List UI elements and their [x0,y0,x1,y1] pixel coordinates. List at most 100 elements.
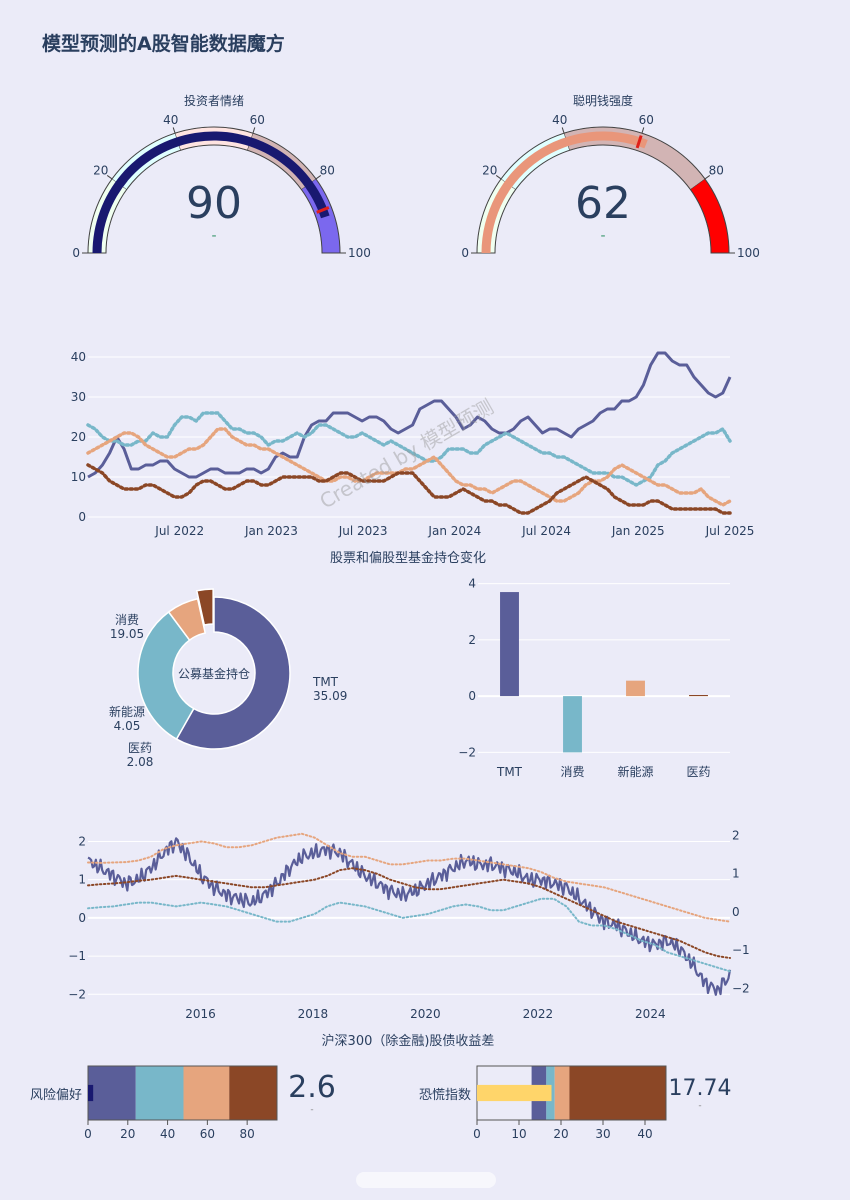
y-tick-label: 0 [78,911,86,925]
bullet1-label: 风险偏好 [30,1088,82,1103]
line1-title: 股票和偏股型基金持仓变化 [330,550,486,566]
bar [626,680,645,697]
bullet-tick-label: 80 [240,1127,255,1141]
y-tick-label: 4 [468,577,476,591]
x-tick-label: 2020 [410,1007,441,1021]
donut-slice-value: 19.05 [110,627,144,641]
gauge-tick-label: 40 [163,113,178,127]
gauge-tick-label: 0 [72,246,80,260]
gauge2-value: 62 [575,178,631,229]
line2-title: 沪深300（除金融)股债收益差 [322,1033,495,1049]
smart-money-gauge: 0 20 40 60 80 100 聪明钱强度 62 - [461,93,760,260]
gauge-tick-label: 80 [709,164,724,178]
bullet-tick-label: 0 [84,1127,92,1141]
donut-slice-label: 新能源 [109,704,145,719]
gauge-tick-mark [641,127,645,134]
series-line [87,351,732,479]
donut-slice [167,597,207,642]
y-tick-label: −2 [458,745,476,759]
y-tick-label: 1 [78,873,86,887]
gauge-tick-label: 100 [348,246,371,260]
gauge-tick-label: 40 [552,113,567,127]
bullet-step-band [554,1066,570,1120]
x-tick-label: 2018 [298,1007,329,1021]
y-tick-label: −1 [68,949,86,963]
gauge-tick-label: 80 [320,164,335,178]
donut-slice [195,588,214,626]
gauge-tick-label: 20 [93,164,108,178]
x-tick-label: Jul 2023 [338,524,388,538]
bar [689,695,708,697]
x-tick-label: Jul 2022 [154,524,204,538]
gauge-outline [87,126,341,254]
x-tick-label: 2016 [185,1007,216,1021]
gauge-tick-mark [106,175,113,180]
y2-tick-label: 2 [732,828,740,842]
equity-bond-spread-line-chart: 2 2 1 1 0 0 −1 −1 −2 −2 2016 2018 2020 2022 2024 [68,828,749,1021]
gauge-tick-mark [495,175,502,180]
x-tick-label: Jul 2025 [705,524,755,538]
holdings-change-bar-chart: 4 2 0 −2 TMT 消费 新能源 医药 [458,577,730,779]
series-line [87,867,731,959]
x-tick-label: 2024 [635,1007,666,1021]
y-tick-label: 2 [78,834,86,848]
gauge1-delta: - [211,228,216,244]
bullet-tick-label: 20 [120,1127,135,1141]
series-line [86,427,732,507]
risk-appetite-bullet: 0 20 40 60 80 风险偏好 2.6 - [30,1065,336,1141]
y-tick-label: 0 [78,510,86,524]
donut-slice-value: 2.08 [127,755,154,769]
series-line [87,897,731,973]
bullet-step-band [88,1066,136,1120]
bullet1-delta: - [310,1105,313,1115]
gauge-tick-label: 60 [250,113,265,127]
bullet2-value: 17.74 [669,1076,732,1101]
x-tick-label: Jan 2024 [427,524,481,538]
y-tick-label: 30 [71,390,86,404]
x-tick-label: 消费 [560,765,584,779]
gauge2-title: 聪明钱强度 [573,93,633,108]
x-tick-label: 医药 [686,765,710,779]
y-tick-label: 0 [468,689,476,703]
gauge-outline [476,126,730,254]
y-tick-label: 40 [71,350,86,364]
investor-sentiment-gauge: 0 20 40 60 80 100 投资者情绪 90 - [72,93,371,260]
donut-center-label: 公募基金持仓 [178,666,250,681]
donut-slice [137,610,195,741]
bullet-tick-label: 0 [473,1127,481,1141]
x-tick-label: TMT [496,765,523,779]
gauge-tick-label: 20 [482,164,497,178]
y2-tick-label: 0 [732,905,740,919]
gauge-value-bar [481,131,648,253]
donut-slice-value: 4.05 [114,719,141,733]
x-tick-label: Jan 2023 [244,524,298,538]
y2-tick-label: 1 [732,867,740,881]
series-line [87,832,731,923]
donut-slice-label: TMT [312,675,339,689]
footer-bar [356,1172,496,1188]
gauge-tick-label: 0 [461,246,469,260]
bullet-step-band [135,1066,184,1120]
gauge-threshold-marker [316,206,330,214]
y-tick-label: 2 [468,633,476,647]
x-tick-label: 2022 [523,1007,554,1021]
bullet2-delta: - [698,1101,701,1111]
bar [500,592,519,697]
y-tick-label: 20 [71,430,86,444]
y-tick-label: −2 [68,987,86,1001]
donut-slice-label: 消费 [115,613,139,627]
y-tick-label: 10 [71,470,86,484]
donut-slice-label: 医药 [128,741,152,755]
x-tick-label: Jul 2024 [521,524,571,538]
series-line [86,463,732,515]
gauge1-value: 90 [186,178,242,229]
series-line [86,411,732,487]
bullet1-value: 2.6 [288,1070,336,1105]
bullet-tick-label: 40 [637,1127,652,1141]
x-tick-label: 新能源 [617,764,653,779]
bullet-tick-label: 40 [160,1127,175,1141]
bullet-tick-label: 60 [200,1127,215,1141]
fear-index-bullet: 0 10 20 30 40 恐慌指数 17.74 - [419,1065,732,1141]
gauge-tick-mark [172,127,176,134]
